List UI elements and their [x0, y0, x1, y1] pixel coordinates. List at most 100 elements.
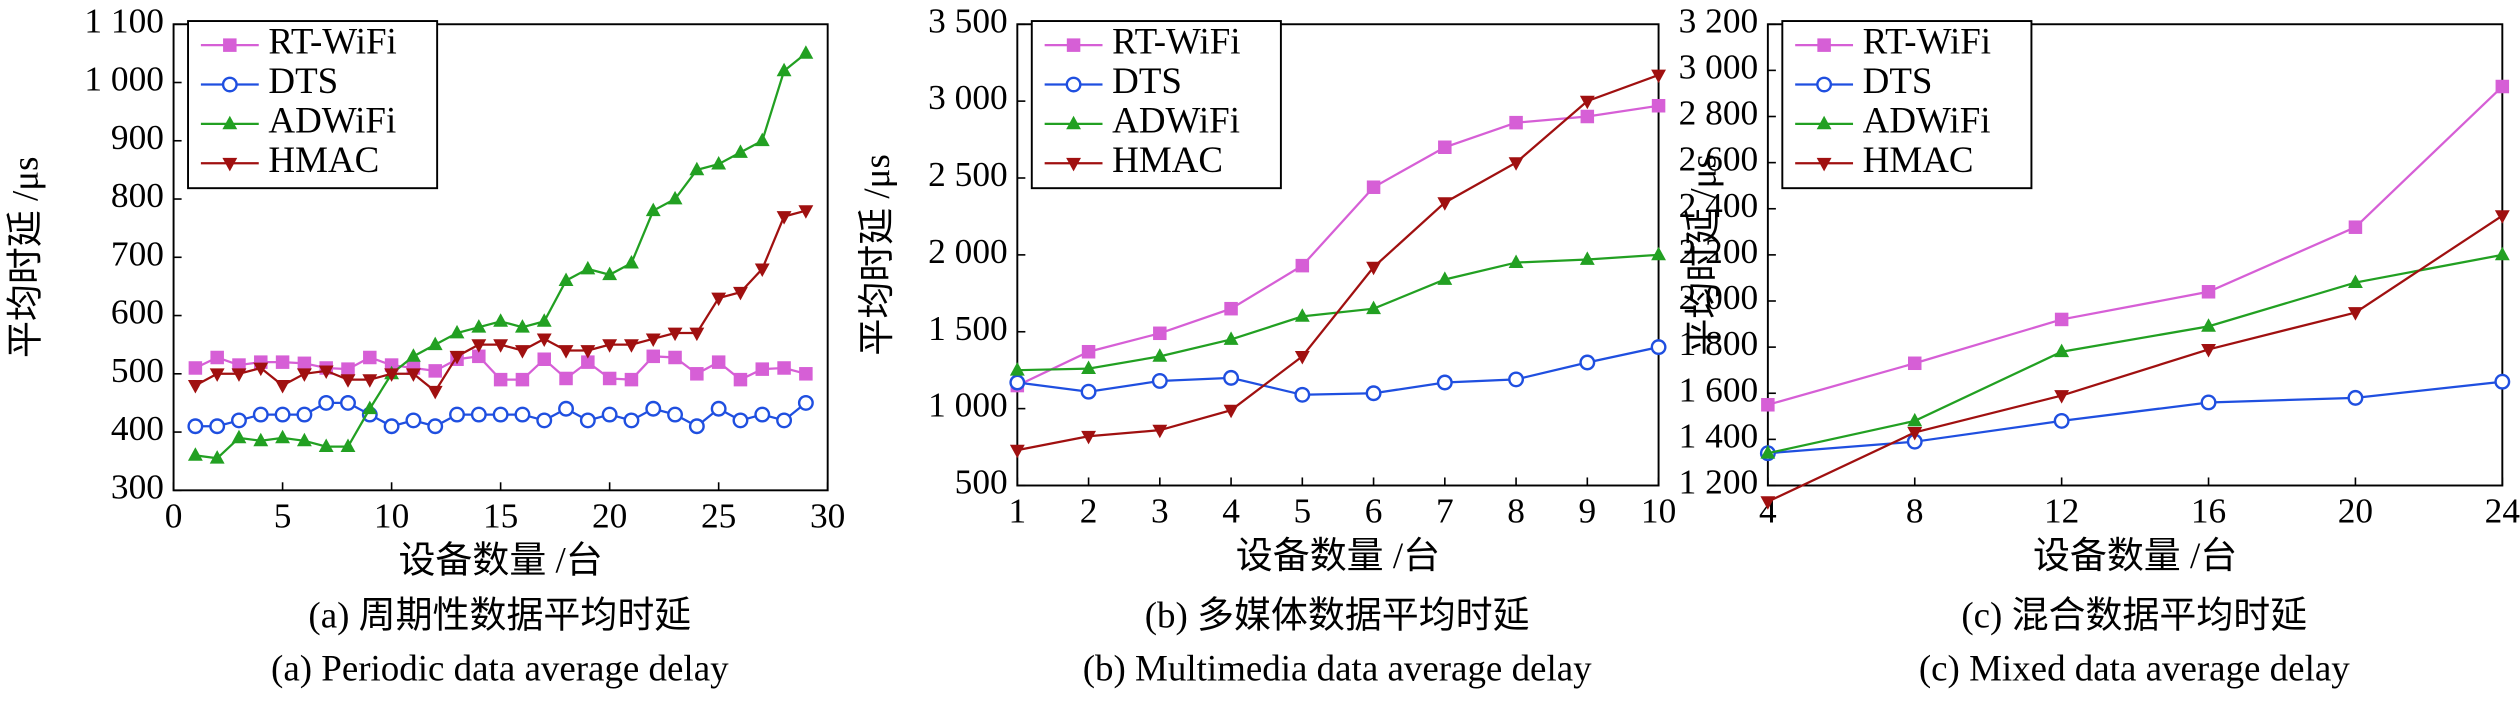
marker — [602, 266, 618, 281]
marker — [223, 38, 237, 52]
marker — [668, 350, 682, 365]
legend-label: DTS — [1863, 60, 1933, 101]
marker — [754, 406, 771, 423]
marker — [2348, 220, 2363, 234]
marker — [2348, 307, 2363, 321]
marker — [1816, 115, 1832, 130]
marker — [1816, 76, 1833, 93]
marker — [253, 362, 269, 377]
marker — [799, 367, 813, 381]
marker — [711, 355, 726, 369]
marker — [492, 406, 509, 423]
legend-label: DTS — [268, 60, 338, 101]
marker — [1223, 404, 1239, 419]
y-tick-label: 2 200 — [1679, 231, 1759, 271]
x-tick-label: 6 — [1365, 491, 1383, 531]
marker — [798, 45, 814, 59]
marker — [187, 418, 204, 435]
marker — [210, 350, 224, 365]
x-tick-label: 16 — [2191, 491, 2226, 531]
legend-label: ADWiFi — [268, 99, 396, 140]
y-axis-label: 平均时延 /μs — [856, 154, 897, 356]
marker — [601, 406, 618, 423]
marker — [187, 380, 203, 394]
marker — [427, 336, 443, 351]
y-tick-label: 800 — [111, 175, 164, 215]
marker — [711, 155, 727, 170]
y-tick-label: 2 600 — [1679, 139, 1759, 179]
marker — [449, 406, 465, 423]
marker — [2494, 373, 2511, 390]
x-tick-label: 20 — [2338, 491, 2373, 531]
marker — [667, 190, 683, 205]
marker — [797, 394, 814, 411]
x-tick-label: 3 — [1151, 491, 1169, 531]
marker — [1508, 157, 1524, 171]
marker — [1651, 246, 1666, 261]
y-tick-label: 900 — [111, 117, 164, 157]
caption-en: (b) Multimedia data average delay — [1083, 647, 1592, 689]
marker — [209, 418, 226, 435]
marker — [296, 406, 313, 423]
x-tick-label: 12 — [2044, 491, 2079, 531]
marker — [2201, 285, 2216, 299]
x-tick-label: 4 — [1222, 491, 1240, 531]
marker — [776, 62, 792, 77]
legend-label: RT-WiFi — [1112, 21, 1240, 62]
caption: (a) 周期性数据平均时延 — [308, 594, 691, 636]
marker — [384, 368, 400, 382]
marker — [1153, 326, 1167, 341]
marker — [2495, 79, 2510, 94]
marker — [1579, 251, 1595, 265]
marker — [733, 144, 748, 158]
marker — [340, 374, 356, 388]
marker — [754, 132, 770, 147]
marker — [1081, 360, 1096, 375]
y-tick-label: 1 000 — [928, 385, 1008, 425]
marker — [1366, 300, 1381, 315]
marker — [1579, 95, 1595, 110]
x-tick-label: 7 — [1436, 491, 1454, 531]
marker — [602, 371, 617, 386]
marker — [1081, 344, 1096, 359]
marker — [231, 368, 247, 382]
y-tick-label: 300 — [111, 466, 164, 506]
marker — [1224, 301, 1238, 316]
x-tick-label: 5 — [1293, 491, 1311, 531]
marker — [222, 115, 238, 130]
marker — [1009, 444, 1025, 459]
series-line — [1767, 214, 2503, 503]
x-tick-label: 8 — [1507, 491, 1525, 531]
marker — [1223, 331, 1239, 345]
legend-label: HMAC — [1863, 139, 1974, 180]
series-line — [1767, 85, 2504, 406]
marker — [711, 292, 727, 307]
y-axis-label: 平均时延 /μs — [4, 157, 45, 359]
marker — [1151, 372, 1168, 389]
marker — [428, 364, 442, 378]
y-tick-label: 2 400 — [1679, 185, 1759, 225]
marker — [231, 429, 247, 444]
marker — [1080, 383, 1097, 400]
marker — [2348, 274, 2363, 288]
marker — [776, 211, 792, 225]
y-tick-label: 1 200 — [1679, 462, 1759, 502]
legend-label: RT-WiFi — [268, 21, 396, 62]
y-tick-label: 1 100 — [84, 0, 164, 40]
marker — [2201, 318, 2216, 332]
marker — [472, 349, 486, 364]
legend-label: ADWiFi — [1112, 99, 1240, 140]
marker — [667, 327, 683, 342]
y-tick-label: 1 000 — [84, 59, 164, 99]
marker — [318, 438, 334, 453]
marker — [471, 339, 487, 353]
marker — [515, 319, 530, 333]
legend-label: ADWiFi — [1863, 99, 1991, 140]
marker — [297, 356, 312, 371]
marker — [1366, 180, 1381, 194]
y-tick-label: 2 000 — [1679, 277, 1759, 317]
marker — [733, 372, 748, 387]
marker — [275, 355, 290, 369]
marker — [1366, 261, 1381, 276]
